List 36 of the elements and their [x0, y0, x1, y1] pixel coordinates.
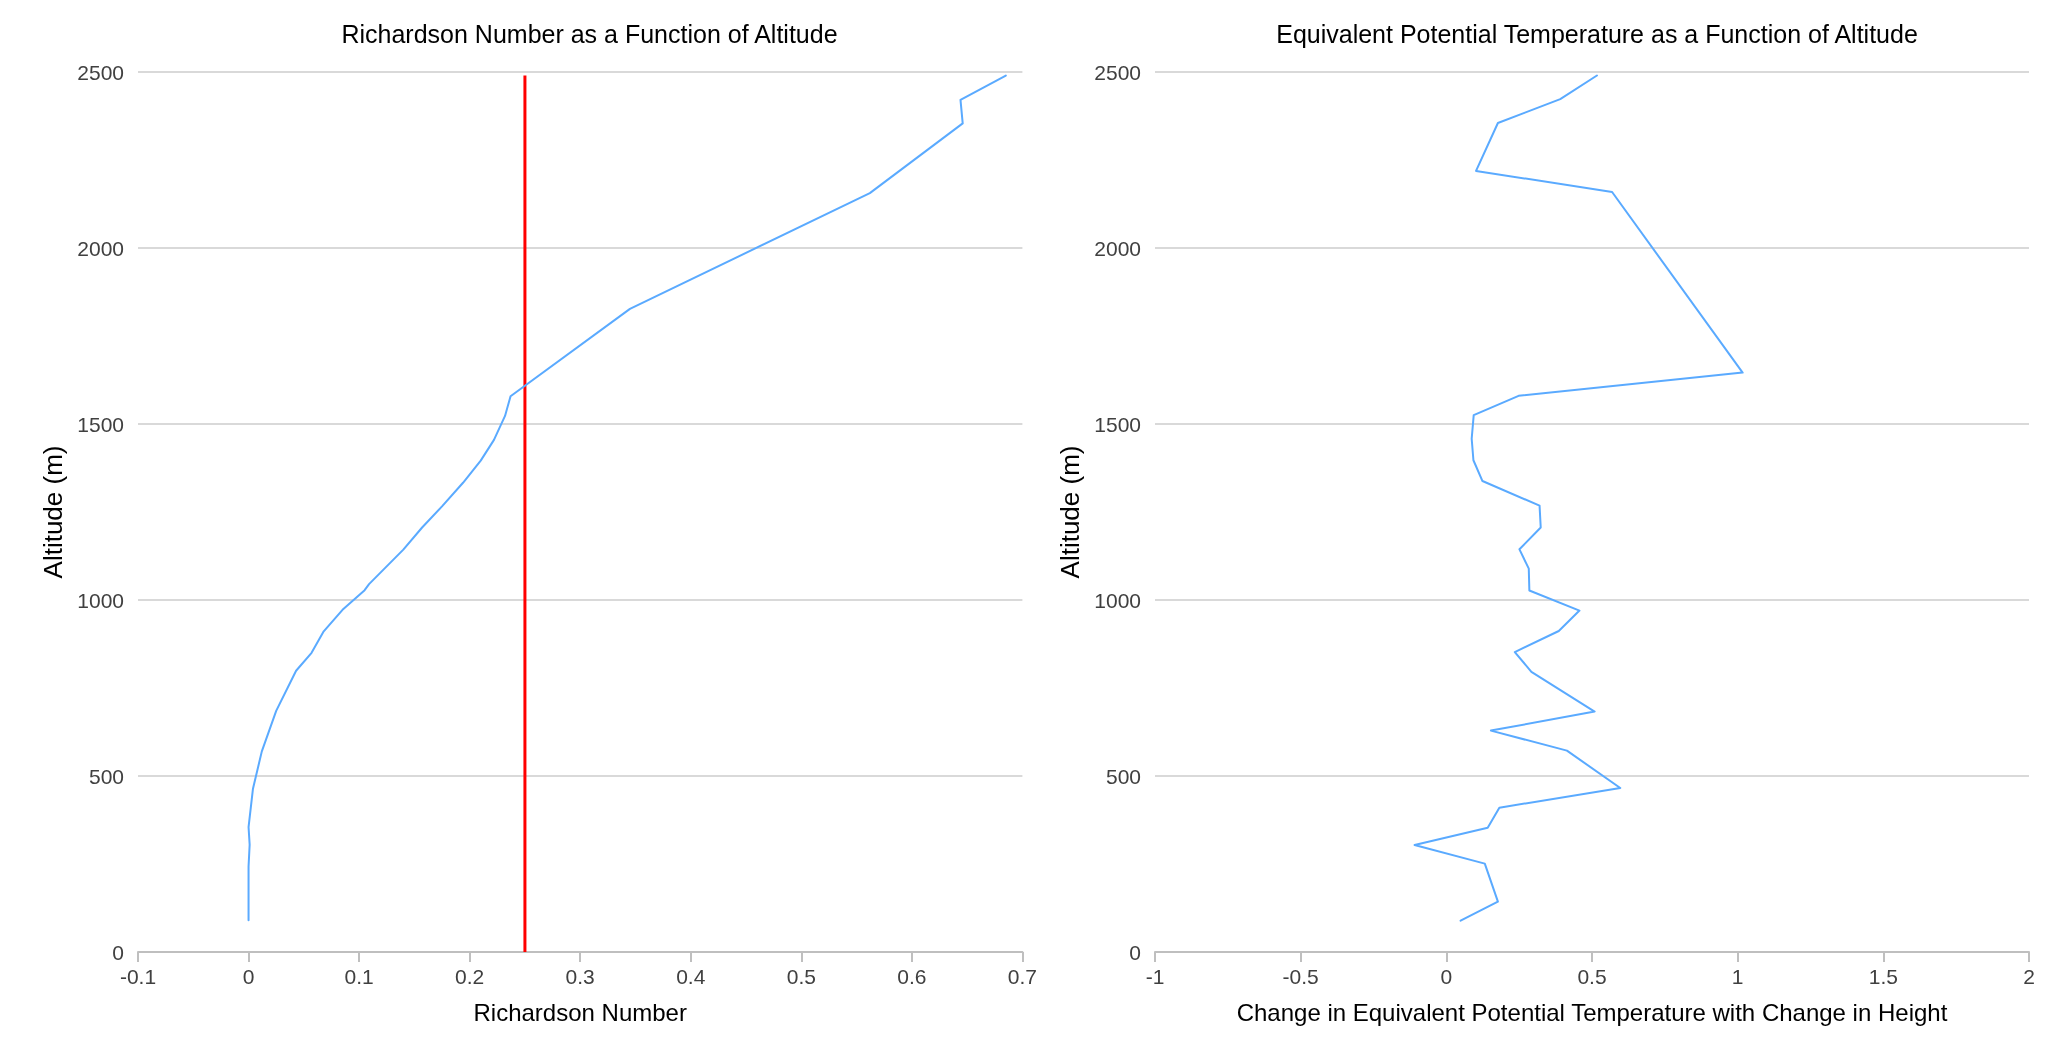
x-tick-label: 0.6: [897, 965, 927, 988]
chart-title: Equivalent Potential Temperature as a Function of Altitude: [1276, 19, 1918, 48]
x-tick-label: 0.5: [786, 965, 816, 988]
line-series: [247, 74, 1007, 922]
y-tick-label: 0: [1129, 940, 1141, 964]
y-tick-label: 0: [112, 940, 124, 964]
x-tick-label: 0.7: [1007, 965, 1038, 988]
y-tick-label: 1000: [77, 588, 124, 612]
y-tick-label: 1500: [77, 412, 124, 436]
x-axis-title: Richardson Number: [473, 998, 687, 1026]
y-axis-title: Altitude (m): [38, 445, 69, 579]
y-axis-title: Altitude (m): [1055, 445, 1086, 579]
y-tick-label: 2500: [77, 60, 124, 84]
x-tick-label: 1: [1731, 965, 1744, 988]
x-tick-label: 0.3: [565, 965, 595, 988]
y-tick-label: 1000: [1094, 588, 1141, 612]
chart-title: Richardson Number as a Function of Altitude: [341, 19, 838, 48]
x-tick-label: -0.1: [119, 965, 157, 988]
x-tick-label: 0.4: [676, 965, 706, 988]
y-tick-label: 2500: [1094, 60, 1141, 84]
y-tick-label: 2000: [77, 236, 124, 260]
x-tick-label: 0.1: [344, 965, 374, 988]
x-tick-label: -1: [1145, 965, 1165, 988]
y-tick-label: 2000: [1094, 236, 1141, 260]
y-tick-label: 500: [88, 764, 124, 788]
x-tick-label: 0: [242, 965, 255, 988]
x-tick-label: 1.5: [1868, 965, 1898, 988]
line-series: [1413, 74, 1744, 922]
y-tick-label: 500: [1105, 764, 1141, 788]
x-tick-label: 2: [2023, 965, 2035, 988]
x-tick-label: 0.5: [1577, 965, 1607, 988]
x-tick-label: 0: [1440, 965, 1453, 988]
x-tick-label: 0.2: [455, 965, 485, 988]
x-axis-title: Change in Equivalent Potential Temperature with Change in Height: [1236, 998, 1948, 1026]
x-tick-label: -0.5: [1282, 965, 1319, 988]
y-tick-label: 1500: [1094, 412, 1141, 436]
